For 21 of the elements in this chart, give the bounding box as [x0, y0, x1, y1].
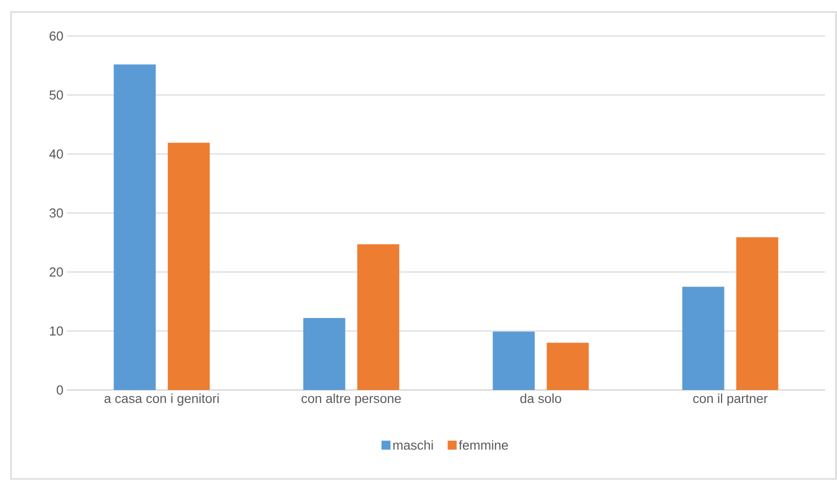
bar: [168, 142, 210, 390]
y-tick-label: 60: [50, 31, 63, 41]
y-tick-label: 30: [50, 208, 63, 218]
x-tick-label: con altre persone: [302, 394, 401, 406]
legend-label: maschi: [393, 440, 433, 450]
bar: [114, 64, 156, 390]
x-tick-label: da solo: [520, 394, 562, 404]
x-tick-label: con il partner: [693, 394, 768, 406]
bar: [357, 244, 400, 390]
y-tick-label: 20: [50, 267, 63, 277]
legend-label: femmine: [458, 440, 508, 450]
y-tick-label: 40: [49, 149, 63, 159]
bar: [546, 342, 589, 390]
y-tick-label: 0: [56, 385, 63, 395]
bar: [492, 332, 535, 390]
y-tick-label: 50: [50, 90, 63, 100]
bar: [303, 318, 346, 390]
x-tick-label: a casa con i genitori: [104, 394, 219, 406]
bar: [682, 286, 724, 390]
bar: [736, 237, 778, 390]
y-tick-label: 10: [50, 326, 63, 336]
